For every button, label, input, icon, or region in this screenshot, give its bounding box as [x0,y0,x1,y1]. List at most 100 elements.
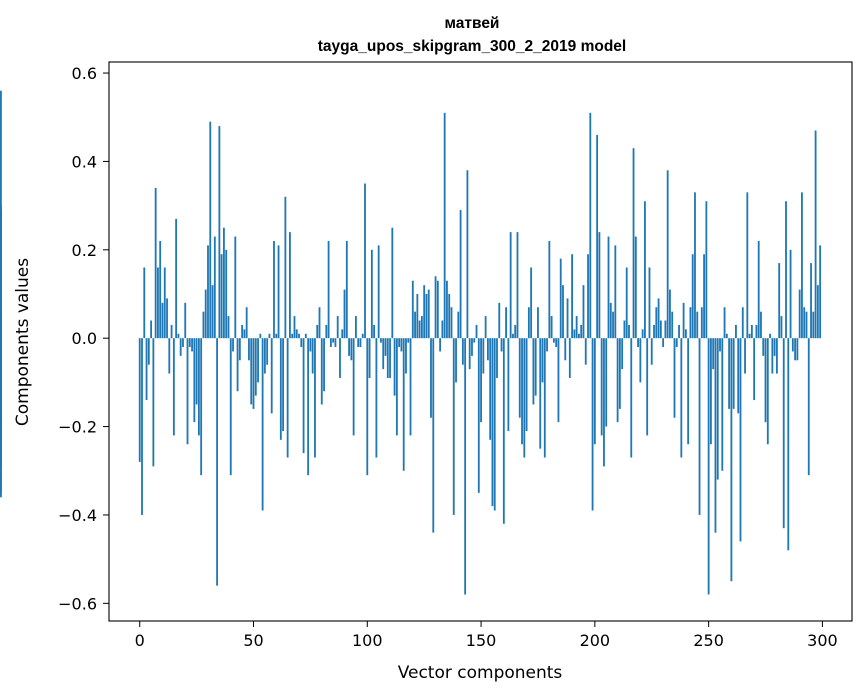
bar-69 [295,329,298,339]
bar-220 [639,338,642,383]
bar-54 [261,338,264,511]
y-axis-ticks: −0.6 −0.4 −0.2 0.0 0.2 0.4 0.6 [58,64,109,613]
bar-243 [691,254,694,339]
bar-1 [141,338,143,515]
x-tick-label-50: 50 [243,631,263,650]
bar-299 [819,245,822,339]
bar-75 [309,338,312,352]
bar-142 [461,338,464,365]
bar-179 [546,338,548,352]
bar-121 [414,311,416,339]
bar-35 [218,126,221,339]
bar-140 [457,311,460,339]
bar-259 [728,338,731,409]
bar-166 [516,232,519,339]
bar-159 [500,338,503,352]
bar-109 [386,338,389,378]
bar-185 [559,258,562,339]
chart-title: матвей [445,15,500,32]
bar-176 [539,338,542,449]
bar-36 [220,254,223,339]
bar-129 [432,338,435,533]
bar-254 [716,338,719,480]
bar-30 [207,245,209,339]
bar-19 [182,338,184,348]
bar-208 [612,311,614,339]
bar-232 [666,170,669,339]
bar-17 [177,333,180,339]
bar-210 [616,338,619,423]
bar-37 [223,227,225,339]
bar-78 [316,324,319,339]
bar-154 [489,338,492,440]
bar-229 [659,320,662,339]
bar-153 [486,338,489,361]
bar-18 [179,338,182,356]
bar-164 [512,333,514,339]
bar-244 [694,192,696,339]
bar-42 [234,236,237,339]
bar-52 [257,338,259,383]
bar-207 [609,302,612,339]
bar-182 [552,338,555,343]
bar-83 [327,240,330,339]
bar-269 [750,324,753,339]
bar-255 [719,338,721,352]
bar-131 [436,280,439,339]
bar-271 [755,324,758,339]
bar-101 [368,338,371,378]
bar-223 [646,338,649,436]
bar-282 [780,316,783,339]
bar-149 [477,338,480,493]
bar-86 [334,338,337,348]
bar-226 [653,324,655,339]
bar-43 [236,338,239,392]
bar-212 [621,338,624,370]
bar-51 [254,338,257,396]
bar-105 [377,245,380,339]
bar-274 [762,338,765,356]
bar-64 [284,196,287,339]
bar-156 [493,338,496,511]
bar-114 [398,338,401,348]
bar-62 [279,338,282,440]
bar-199 [591,338,594,511]
bar-213 [623,320,626,339]
bar-148 [475,324,478,339]
bar-12 [166,298,168,339]
bar-265 [741,307,744,339]
y-axis-label: Components values [13,258,33,426]
bar-280 [775,338,778,374]
bar-87 [336,316,339,339]
bar-287 [791,338,794,352]
bar-14 [170,324,173,339]
bar-85 [332,338,335,343]
bar-99 [364,183,366,339]
bar-216 [630,338,633,458]
bar-200 [593,338,596,445]
bar-238 [680,338,683,458]
bar-147 [473,338,476,343]
bar-221 [641,329,644,339]
bar-263 [737,338,740,414]
bar-193 [578,333,580,339]
bar-209 [614,245,617,339]
x-tick-label-250: 250 [693,631,724,650]
bar-145 [468,338,471,370]
bar-247 [700,307,703,339]
bar-203 [600,338,603,436]
bar-196 [584,338,587,365]
bar-115 [400,338,403,352]
bar-127 [427,289,430,339]
bar-155 [491,338,494,507]
bar-234 [671,311,674,339]
bar-288 [794,338,797,361]
bar-174 [534,338,537,396]
bar-77 [314,338,316,458]
bar-201 [596,134,599,339]
bar-251 [710,338,712,445]
bar-4 [147,338,150,365]
bar-60 [275,333,278,339]
bar-296 [812,311,815,339]
